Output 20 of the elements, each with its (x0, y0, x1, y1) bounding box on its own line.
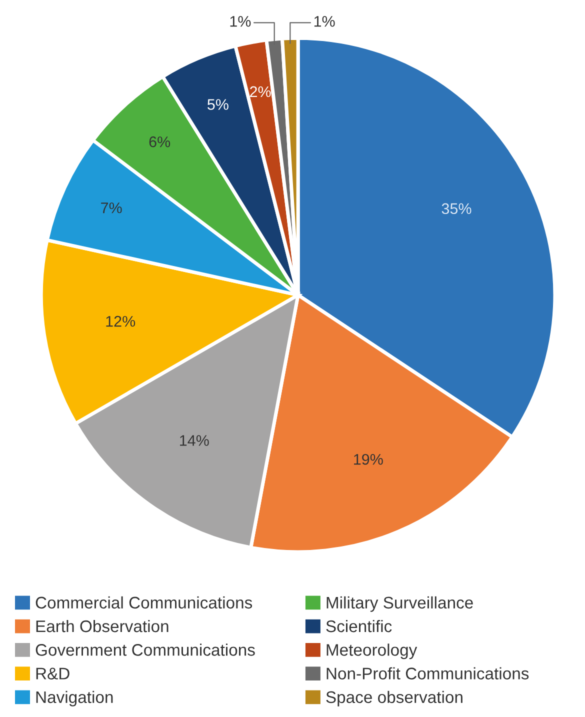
legend-label: Navigation (36, 690, 113, 706)
legend-label: Space observation (326, 690, 462, 706)
legend-label: R&D (36, 668, 70, 680)
legend-label: Government Communications (36, 644, 255, 656)
legend-label: Earth Observation (36, 620, 168, 632)
legend-label: Meteorology (326, 644, 418, 660)
legend-label: Military Surveillance (326, 596, 473, 612)
data-label: 6% (149, 136, 170, 148)
legend-label: Non-Profit Communications (326, 667, 529, 680)
data-label: 2% (250, 86, 271, 98)
data-label: 35% (442, 203, 472, 214)
data-label: 5% (208, 99, 228, 110)
data-label: 7% (101, 202, 122, 214)
legend-label: Commercial Communications (36, 596, 252, 609)
data-label: 14% (180, 435, 209, 446)
data-label: 1% (230, 16, 251, 27)
data-label: 12% (106, 316, 136, 327)
data-label: 19% (354, 454, 383, 465)
data-label: 1% (314, 16, 335, 27)
legend-label: Scientific (326, 620, 392, 632)
